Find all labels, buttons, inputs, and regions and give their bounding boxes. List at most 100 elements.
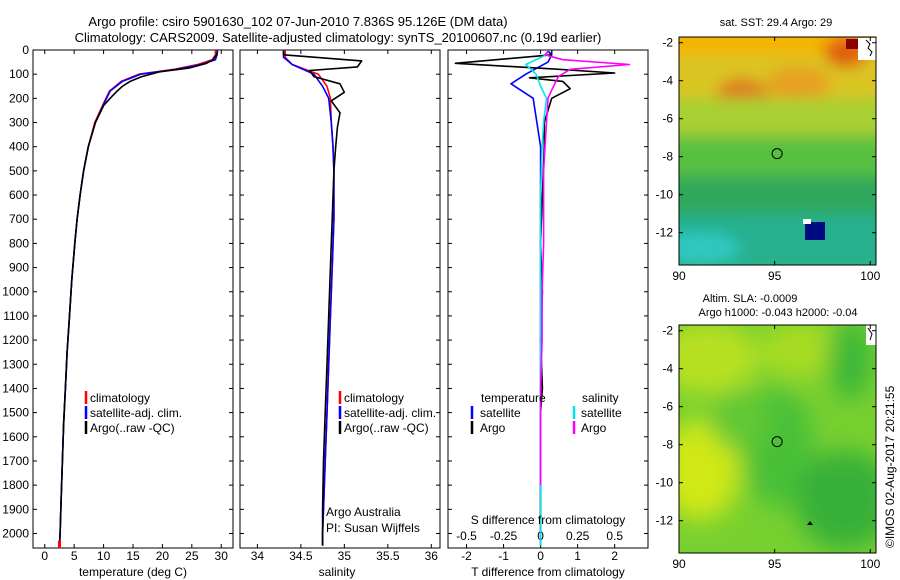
x-tick-label: 30 <box>215 549 229 563</box>
depth-tick-label: 1600 <box>2 430 29 444</box>
lat-tick-label: -8 <box>662 438 673 452</box>
temperature-lines <box>57 50 219 548</box>
sla-map-title: Altim. SLA: -0.0009 <box>703 293 798 305</box>
s-tick-label: -0.25 <box>490 529 518 543</box>
difference-legend: temperature satellite Argo salinity sate… <box>470 391 622 435</box>
argo-australia-label: Argo Australia <box>326 505 401 519</box>
depth-tick-label: 200 <box>9 91 29 105</box>
series-argo <box>282 51 363 546</box>
depth-tick-label: 1700 <box>2 454 29 468</box>
t-difference-x-axis: -2 -1 0 1 2 <box>461 50 618 563</box>
legend-climatology-label: climatology <box>90 391 150 405</box>
legend-temperature-header: temperature <box>481 391 546 405</box>
lon-tick-label: 100 <box>860 269 880 283</box>
land-white <box>866 325 876 345</box>
difference-lines <box>454 50 631 546</box>
depth-tick-label: 600 <box>9 188 29 202</box>
x-tick-label: 5 <box>71 549 78 563</box>
temperature-x-label: temperature (deg C) <box>79 565 187 579</box>
legend-satellite-label: satellite-adj. clim. <box>344 406 436 420</box>
lat-tick-label: -4 <box>662 362 673 376</box>
legend-argo-label: Argo(..raw -QC) <box>344 421 429 435</box>
sst-map-frame <box>678 36 877 266</box>
title-line-1: Argo profile: csiro 5901630_102 07-Jun-2… <box>88 14 507 29</box>
lat-tick-label: -6 <box>662 112 673 126</box>
x-tick-label: 10 <box>97 549 111 563</box>
depth-tick-label: 300 <box>9 116 29 130</box>
legend-t-satellite-label: satellite <box>480 406 521 420</box>
lon-tick-label: 100 <box>860 557 880 571</box>
lat-tick-label: -12 <box>656 226 674 240</box>
missing-data-patch <box>805 222 825 240</box>
lat-tick-label: -2 <box>662 324 673 338</box>
float-track-marker <box>807 521 813 525</box>
depth-tick-label: 1500 <box>2 406 29 420</box>
sla-map-axes: -2 -4 -6 -8 -10 -12 90 95 100 <box>656 324 881 571</box>
s-tick-label: 0.5 <box>606 529 623 543</box>
sst-heatmap <box>679 37 876 265</box>
lon-tick-label: 95 <box>768 269 782 283</box>
coastline <box>867 327 873 341</box>
depth-tick-label: 1800 <box>2 478 29 492</box>
legend-salinity-header: salinity <box>582 391 619 405</box>
depth-tick-label: 800 <box>9 236 29 250</box>
x-tick-label: 1 <box>574 549 581 563</box>
legend-s-satellite-label: satellite <box>581 406 622 420</box>
title-line-2: Climatology: CARS2009. Satellite-adjuste… <box>75 30 602 45</box>
depth-tick-label: 0 <box>22 43 29 57</box>
sst-map-panel: sat. SST: 29.4 Argo: 29 <box>656 17 881 283</box>
depth-tick-label: 500 <box>9 164 29 178</box>
argo-location-marker <box>771 436 783 448</box>
difference-depth-ticks <box>448 49 648 534</box>
s-difference-x-label: S difference from climatology <box>471 513 626 527</box>
lat-tick-label: -6 <box>662 400 673 414</box>
depth-tick-label: 700 <box>9 212 29 226</box>
depth-tick-label: 1200 <box>2 333 29 347</box>
lat-tick-label: -2 <box>662 36 673 50</box>
salinity-plot-frame <box>239 49 441 549</box>
sla-map-panel: Altim. SLA: -0.0009 Argo h1000: -0.043 h… <box>656 293 881 571</box>
depth-tick-label: 1100 <box>3 309 29 323</box>
sla-heatmap <box>679 325 876 553</box>
x-tick-label: 20 <box>156 549 170 563</box>
legend-s-argo-label: Argo <box>581 421 607 435</box>
temperature-x-axis: 0 5 10 15 20 25 30 <box>41 50 228 563</box>
depth-tick-label: 2000 <box>2 526 29 540</box>
salinity-x-axis: 34 34.5 35 35.5 36 <box>251 50 439 563</box>
series-s-argo <box>539 50 631 486</box>
difference-panel: -2 -1 0 1 2 -0.5 -0.25 0 0.25 0.5 temperature sa… <box>447 49 649 579</box>
lat-tick-label: -10 <box>656 476 674 490</box>
depth-tick-label: 900 <box>9 261 29 275</box>
x-tick-label: 2 <box>611 549 618 563</box>
argo-location-marker <box>771 148 783 160</box>
legend-satellite-label: satellite-adj. clim. <box>90 406 182 420</box>
land-patch <box>846 39 858 49</box>
s-tick-label: -0.5 <box>456 529 477 543</box>
depth-tick-label: 100 <box>9 67 29 81</box>
pi-name-label: PI: Susan Wijffels <box>326 521 420 535</box>
lon-tick-label: 95 <box>768 557 782 571</box>
land-white <box>858 38 876 60</box>
legend-t-argo-label: Argo <box>480 421 506 435</box>
sla-map-subtitle: Argo h1000: -0.043 h2000: -0.04 <box>698 307 857 319</box>
lat-tick-label: -4 <box>662 74 673 88</box>
series-argo <box>58 50 219 546</box>
lat-tick-label: -12 <box>656 514 674 528</box>
depth-tick-label: 1300 <box>2 357 29 371</box>
x-tick-label: 35 <box>338 549 352 563</box>
legend-argo-label: Argo(..raw -QC) <box>90 421 175 435</box>
x-tick-label: 34.5 <box>289 549 313 563</box>
temperature-legend: climatology satellite-adj. clim. Argo(..… <box>84 391 182 435</box>
lat-tick-label: -10 <box>656 188 674 202</box>
x-tick-label: 36 <box>425 549 439 563</box>
sst-map-axes: -2 -4 -6 -8 -10 -12 90 95 100 <box>656 36 881 283</box>
coastline <box>865 39 873 57</box>
x-tick-label: 0 <box>41 549 48 563</box>
sst-map-title: sat. SST: 29.4 Argo: 29 <box>720 17 833 29</box>
s-tick-label: 0.25 <box>566 529 590 543</box>
x-tick-label: 15 <box>126 549 140 563</box>
legend-climatology-label: climatology <box>344 391 404 405</box>
temperature-panel: 0100200300400500600700800900100011001200… <box>2 43 234 579</box>
x-tick-label: -2 <box>461 549 472 563</box>
